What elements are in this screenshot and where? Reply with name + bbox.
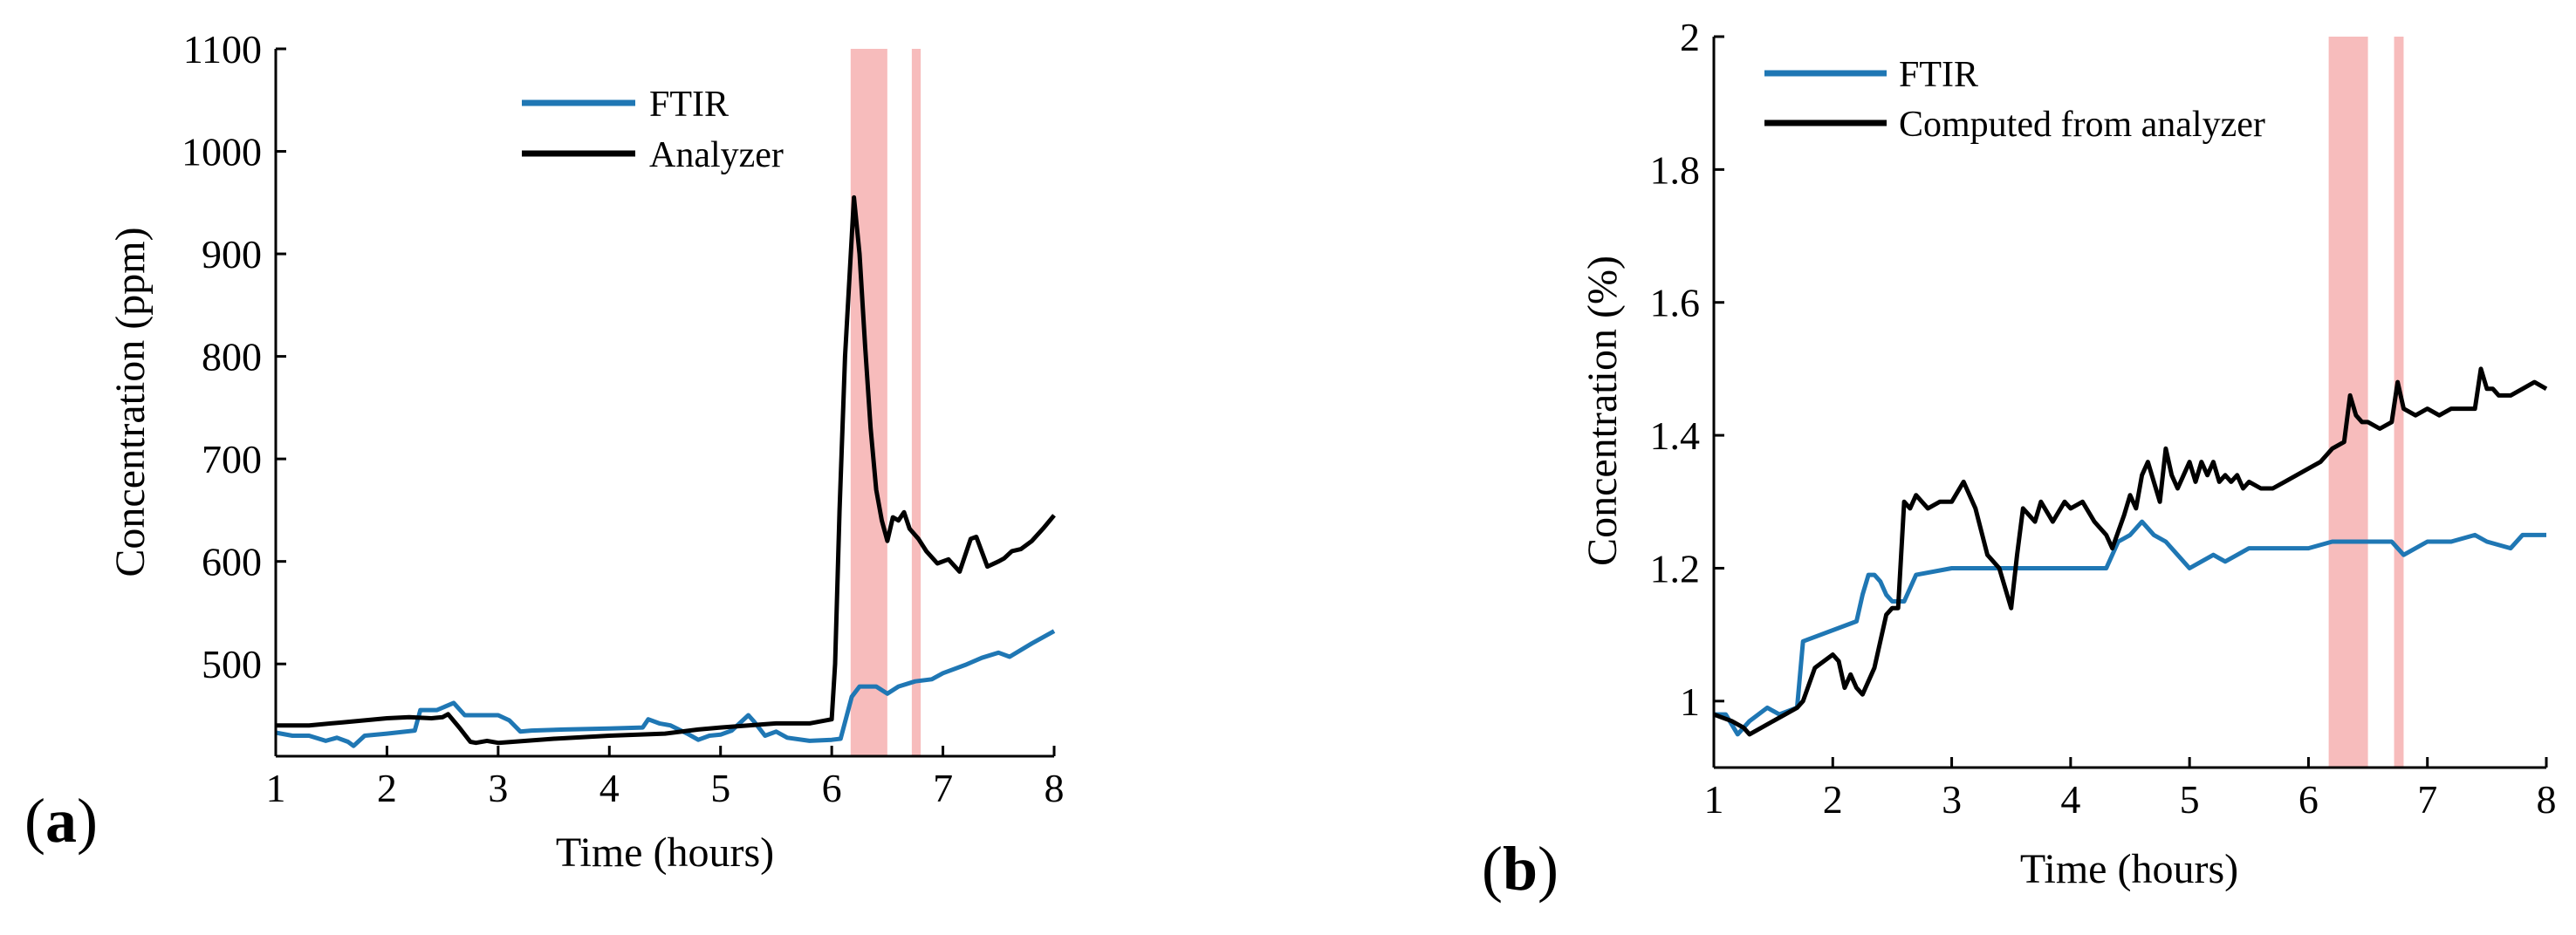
- y-ticks-a: 500 600 700 800 900 1000 1100: [182, 27, 286, 686]
- chart-panel-b: 1 2 3 4 5 6 7 8 1 1.2 1.4 1.6 1.8 2 Time (hours) Con…: [1482, 15, 2557, 904]
- y-axis-title-b: Concentration (%): [1579, 256, 1626, 566]
- series-line-ftir-b: [1714, 519, 2546, 737]
- series-line-ftir-a: [275, 629, 1056, 748]
- highlight-layer-a: [850, 49, 921, 756]
- legend-b: FTIR Computed from analyzer: [1764, 55, 2265, 145]
- y-ticks-b: 1 1.2 1.4 1.6 1.8 2: [1650, 15, 1724, 724]
- y-tick-label-b: 1.4: [1650, 413, 1701, 458]
- highlight-layer-b: [2328, 37, 2404, 768]
- chart-panel-a: 1 2 3 4 5 6 7 8 500 600 700 800 900 1000 1100 Time (h…: [24, 27, 1065, 876]
- y-tick-label-b: 2: [1680, 15, 1700, 59]
- highlight-band-b-2: [2394, 37, 2404, 768]
- x-tick-label-b: 5: [2180, 777, 2200, 822]
- x-tick-label-a: 3: [488, 766, 508, 810]
- x-tick-label-a: 4: [599, 766, 620, 810]
- x-tick-label-a: 2: [377, 766, 397, 810]
- panel-letter-b: b: [1503, 834, 1538, 904]
- y-tick-label-a: 1000: [182, 130, 262, 174]
- x-axis-title-b: Time (hours): [2020, 846, 2238, 892]
- series-layer-b: [1713, 366, 2548, 737]
- legend-label-computed-b: Computed from analyzer: [1899, 105, 2265, 145]
- panel-label-b: (b): [1482, 834, 1559, 904]
- legend-label-ftir-a: FTIR: [649, 85, 729, 125]
- x-ticks-b: 1 2 3 4 5 6 7 8: [1704, 757, 2557, 822]
- y-tick-label-a: 800: [202, 335, 262, 379]
- legend-label-ftir-b: FTIR: [1899, 55, 1978, 95]
- y-tick-label-b: 1: [1680, 679, 1700, 724]
- x-tick-label-a: 1: [266, 766, 286, 810]
- y-tick-label-a: 1100: [183, 27, 262, 72]
- x-tick-label-a: 6: [822, 766, 842, 810]
- y-tick-label-b: 1.2: [1650, 546, 1701, 590]
- x-axis-title-a: Time (hours): [556, 829, 774, 876]
- x-tick-label-b: 7: [2417, 777, 2437, 822]
- legend-a: FTIR Analyzer: [522, 85, 784, 175]
- panel-label-a: (a): [24, 786, 98, 856]
- x-tick-label-b: 4: [2060, 777, 2080, 822]
- x-tick-label-b: 2: [1823, 777, 1843, 822]
- x-ticks-a: 1 2 3 4 5 6 7 8: [266, 746, 1065, 810]
- y-tick-label-a: 600: [202, 540, 262, 584]
- panel-letter-a: a: [45, 786, 77, 856]
- y-tick-label-a: 700: [202, 437, 262, 481]
- x-tick-label-b: 8: [2537, 777, 2557, 822]
- y-tick-label-b: 1.8: [1650, 147, 1701, 192]
- legend-label-analyzer-a: Analyzer: [649, 135, 784, 175]
- x-tick-label-b: 3: [1942, 777, 1962, 822]
- x-tick-label-a: 7: [933, 766, 953, 810]
- x-tick-label-b: 6: [2299, 777, 2319, 822]
- y-tick-label-b: 1.6: [1650, 281, 1701, 325]
- series-line-computed-b: [1713, 366, 2548, 737]
- y-tick-label-a: 500: [202, 642, 262, 686]
- highlight-band-a-2: [911, 49, 921, 756]
- series-layer-a: [275, 195, 1056, 748]
- x-tick-label-b: 1: [1704, 777, 1724, 822]
- series-line-analyzer-a: [276, 195, 1056, 746]
- x-tick-label-a: 5: [710, 766, 730, 810]
- x-tick-label-a: 8: [1045, 766, 1065, 810]
- y-tick-label-a: 900: [202, 232, 262, 276]
- y-axis-title-a: Concentration (ppm): [107, 227, 154, 577]
